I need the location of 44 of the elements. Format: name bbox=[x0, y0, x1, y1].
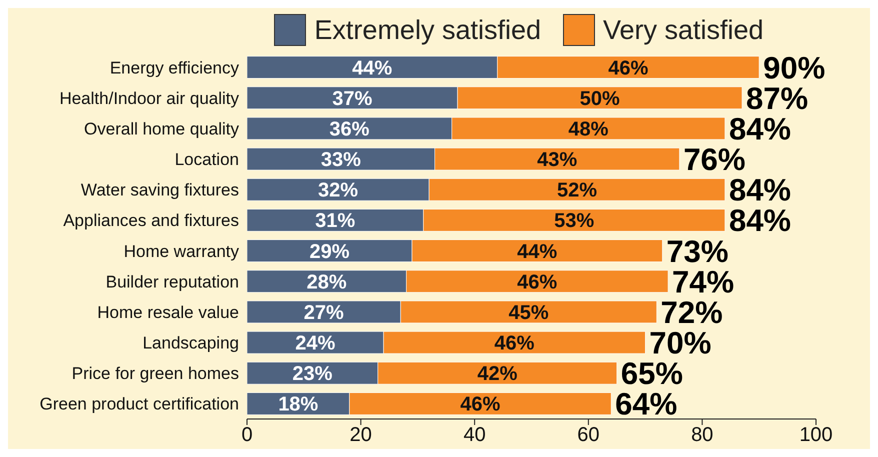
y-tick-label: Builder reputation bbox=[106, 272, 239, 292]
x-tick-label: 40 bbox=[463, 424, 486, 446]
y-tick-label: Appliances and fixtures bbox=[63, 211, 239, 230]
x-tick-label: 0 bbox=[241, 424, 253, 446]
legend-label: Very satisfied bbox=[603, 14, 764, 46]
x-tick-label: 80 bbox=[691, 424, 714, 446]
data-label: 44% bbox=[517, 240, 558, 263]
legend-label: Extremely satisfied bbox=[314, 14, 541, 46]
x-tick-label: 60 bbox=[577, 424, 600, 446]
data-label: 44% bbox=[352, 57, 392, 80]
data-label: 45% bbox=[508, 302, 549, 324]
data-label: 46% bbox=[460, 394, 501, 416]
y-tick-label: Health/Indoor air quality bbox=[59, 88, 240, 108]
data-label: 42% bbox=[477, 363, 518, 386]
data-label: 29% bbox=[309, 240, 350, 263]
y-tick-label: Price for green homes bbox=[72, 364, 239, 384]
data-label: 23% bbox=[292, 363, 333, 386]
data-label: 48% bbox=[568, 118, 609, 140]
data-label: 46% bbox=[494, 332, 535, 355]
y-tick-label: Green product certification bbox=[40, 394, 239, 414]
y-tick-label: Energy efficiency bbox=[110, 58, 240, 78]
data-label: 46% bbox=[608, 57, 648, 80]
data-label: 28% bbox=[306, 271, 347, 294]
x-tick-label: 100 bbox=[799, 424, 833, 446]
data-label: 24% bbox=[295, 332, 336, 355]
data-label: 53% bbox=[554, 210, 594, 232]
data-label: 32% bbox=[318, 180, 358, 202]
data-label: 31% bbox=[315, 210, 356, 232]
data-label: 50% bbox=[580, 88, 620, 110]
data-label: 46% bbox=[517, 271, 558, 294]
data-label: 33% bbox=[320, 149, 362, 172]
data-label: 43% bbox=[537, 149, 578, 172]
y-tick-label: Home resale value bbox=[97, 302, 239, 322]
y-tick-label: Landscaping bbox=[142, 334, 239, 353]
y-tick-label: Overall home quality bbox=[84, 119, 240, 138]
data-label: 52% bbox=[557, 180, 598, 202]
data-label: 27% bbox=[304, 302, 344, 324]
x-tick-label: 20 bbox=[350, 424, 372, 446]
y-tick-label: Water saving fixtures bbox=[80, 180, 239, 200]
data-label: 18% bbox=[278, 394, 318, 416]
data-label: 37% bbox=[332, 88, 372, 110]
y-tick-label: Location bbox=[174, 150, 239, 170]
data-label: 36% bbox=[329, 118, 370, 140]
y-tick-label: Home warranty bbox=[124, 242, 240, 261]
